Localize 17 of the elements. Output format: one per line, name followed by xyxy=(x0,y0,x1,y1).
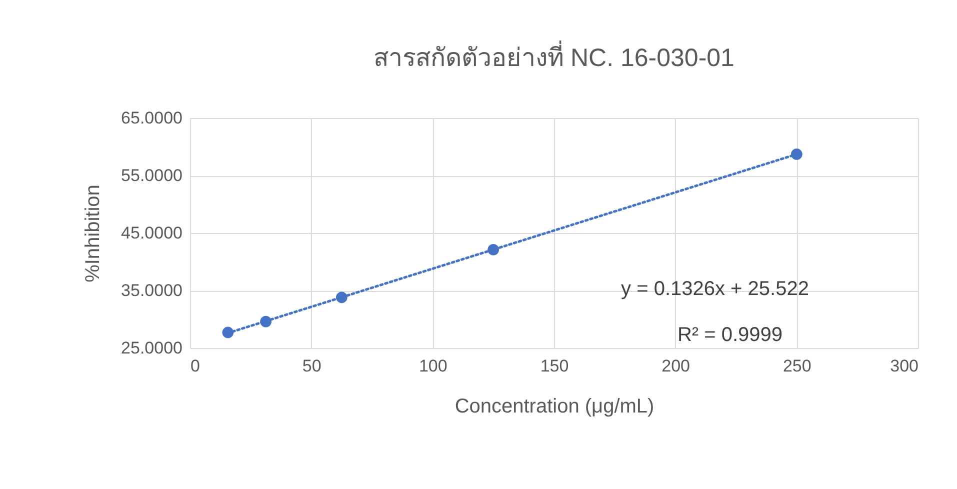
x-tick-label: 200 xyxy=(662,356,690,376)
y-tick-label: 65.0000 xyxy=(121,108,182,128)
annotation: R² = 0.9999 xyxy=(677,324,783,346)
y-axis-title: %Inhibition xyxy=(82,184,104,282)
x-tick-label: 0 xyxy=(190,356,200,376)
y-tick-label: 25.0000 xyxy=(121,338,182,358)
x-tick-label: 300 xyxy=(890,356,918,376)
x-tick-label: 250 xyxy=(782,356,812,376)
y-tick-label: 45.0000 xyxy=(121,224,182,242)
y-tick-label: 55.0000 xyxy=(121,166,182,185)
x-tick-label: 150 xyxy=(540,356,569,376)
x-axis-title: Concentration (μg/mL) xyxy=(454,396,654,418)
annotation: y = 0.1326x + 25.522 xyxy=(621,278,809,300)
x-tick-label: 50 xyxy=(302,356,322,376)
x-tick-label: 100 xyxy=(418,356,448,376)
y-tick-label: 35.0000 xyxy=(121,281,182,300)
chart-title: สารสกัดตัวอย่างที่ NC. 16-030-01 xyxy=(374,40,734,72)
